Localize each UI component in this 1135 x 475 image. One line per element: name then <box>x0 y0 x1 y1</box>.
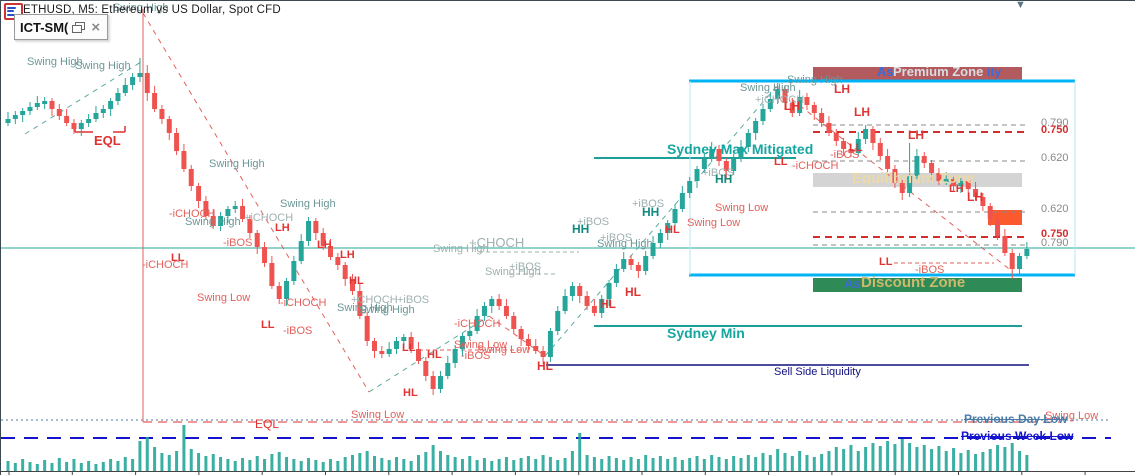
scroll-to-latest-icon[interactable]: ▼ <box>1015 0 1026 11</box>
discount-zone-band <box>813 278 1022 292</box>
indicator-panel[interactable]: ICT-SM( × <box>14 14 108 40</box>
close-icon[interactable]: × <box>89 19 102 36</box>
volume-bars <box>7 425 1029 471</box>
restore-icon[interactable] <box>72 22 85 33</box>
premium-zone-band <box>813 67 1022 81</box>
candlesticks <box>6 58 1030 395</box>
indicator-panel-title: ICT-SM( <box>20 20 68 35</box>
uptrend-dash-major <box>545 87 776 356</box>
time-axis-ticks <box>9 472 1085 475</box>
downtrend-dash-major <box>143 13 369 392</box>
